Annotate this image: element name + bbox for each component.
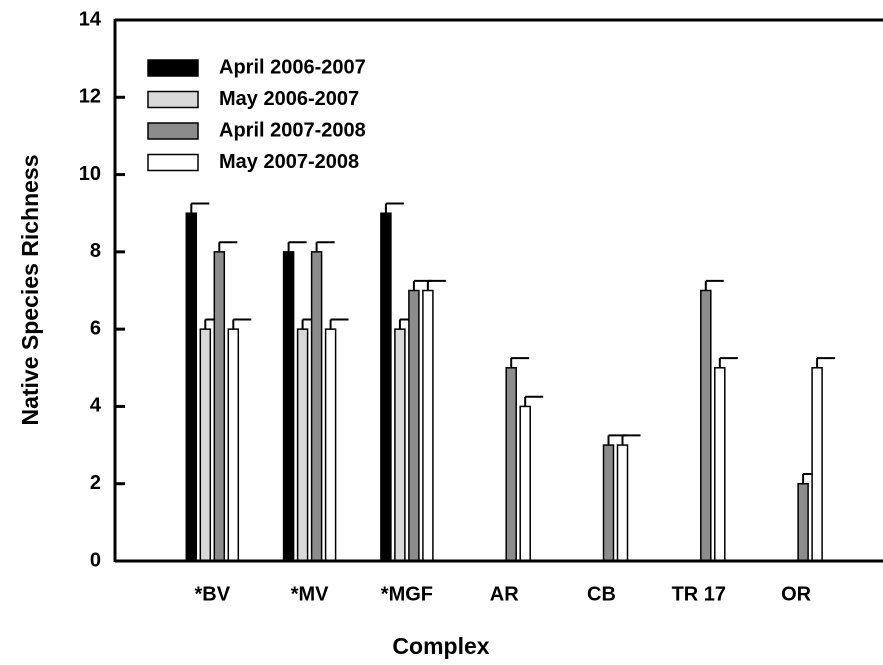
x-tick-label: TR 17: [672, 583, 726, 605]
error-bar: [607, 434, 627, 446]
error-bar: [704, 279, 724, 291]
bar: [324, 328, 337, 562]
legend-label: May 2007-2008: [219, 151, 359, 173]
bar: [227, 328, 240, 562]
error-bar: [384, 202, 404, 214]
legend-label: April 2007-2008: [219, 119, 366, 141]
y-axis-label: Native Species Richness: [17, 154, 43, 425]
bar: [602, 444, 615, 562]
error-bar: [621, 434, 641, 446]
legend-label: May 2006-2007: [219, 88, 359, 110]
bar: [616, 444, 629, 562]
error-bar: [816, 357, 836, 368]
y-tick-label: 8: [90, 240, 101, 262]
bar: [700, 289, 712, 562]
x-tick-label: *MGF: [381, 583, 433, 605]
bar: [310, 251, 323, 562]
bar: [380, 212, 392, 562]
legend-swatch: [147, 59, 199, 77]
bar: [714, 367, 726, 562]
error-bar: [287, 241, 307, 252]
bar: [408, 289, 420, 562]
legend-swatch: [147, 122, 199, 140]
bar: [185, 212, 198, 562]
x-axis-label: Complex: [392, 633, 489, 659]
legend-swatch: [147, 153, 199, 172]
bar: [422, 289, 434, 562]
y-tick-label: 0: [90, 549, 101, 571]
error-bar: [218, 241, 238, 252]
legend-swatch: [147, 90, 199, 109]
y-tick-label: 12: [79, 86, 101, 108]
error-bar: [412, 279, 432, 291]
y-tick-label: 4: [90, 395, 102, 417]
bar: [519, 405, 531, 562]
y-tick-label: 10: [79, 163, 101, 185]
bar: [296, 328, 309, 562]
error-bar: [426, 279, 446, 291]
error-bar: [510, 357, 530, 368]
bar: [199, 328, 212, 562]
error-bar: [315, 241, 335, 252]
x-tick-label: CB: [587, 583, 616, 605]
legend-label: April 2006-2007: [219, 56, 366, 78]
error-bar: [329, 318, 349, 330]
bar: [811, 367, 823, 562]
error-bar: [524, 395, 544, 407]
y-tick-label: 6: [90, 317, 101, 339]
x-tick-label: AR: [490, 583, 519, 605]
y-tick-label: 2: [90, 472, 101, 494]
bar: [213, 251, 226, 562]
bar: [394, 328, 406, 562]
bar: [797, 482, 809, 562]
error-bar: [232, 318, 252, 330]
x-tick-label: *MV: [291, 583, 329, 605]
error-bar: [718, 357, 738, 368]
bar: [282, 251, 295, 562]
bar: [505, 367, 517, 562]
y-tick-label: 14: [79, 8, 102, 30]
error-bar: [190, 202, 210, 214]
x-tick-label: OR: [781, 583, 812, 605]
x-tick-label: *BV: [195, 583, 231, 605]
